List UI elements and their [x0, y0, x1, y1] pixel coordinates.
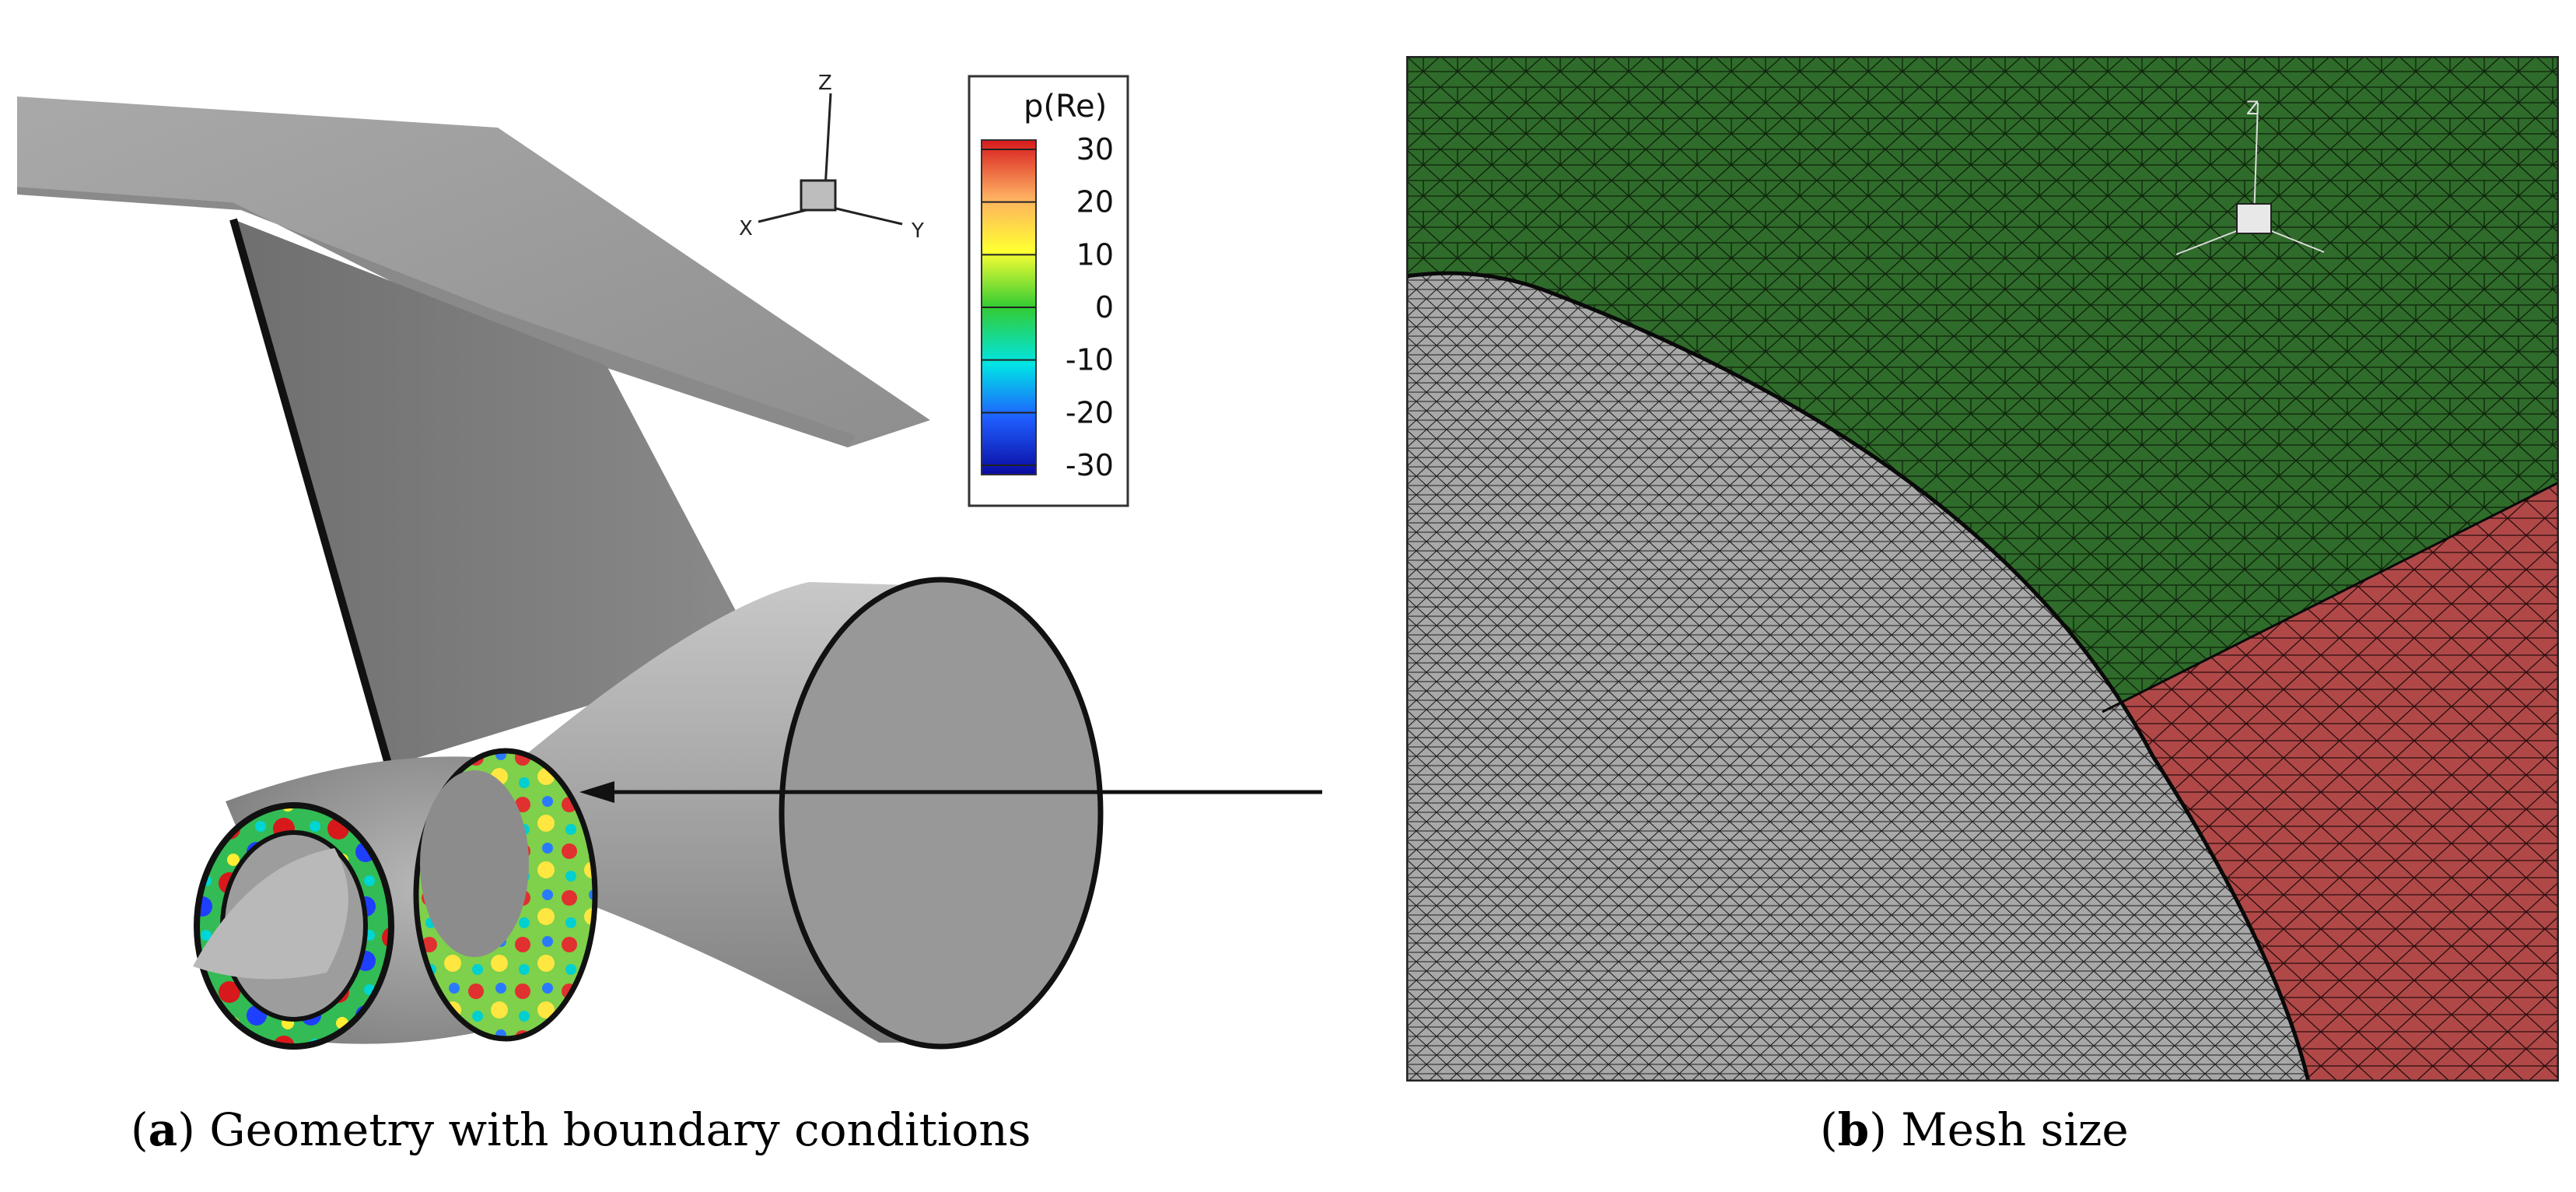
- mesh-axis-label-z: Z: [2246, 97, 2259, 119]
- legend-tick-label: 10: [1076, 237, 1114, 272]
- caption-a-letter: a: [148, 1103, 178, 1156]
- mesh-surface-region: [1406, 271, 2311, 1082]
- caption-b: (b) Mesh size: [1820, 1103, 2129, 1156]
- pressure-legend: p(Re) 30 20 10 0 -10 -20 -30: [968, 75, 1129, 507]
- pylon-leading-edge: [229, 218, 393, 768]
- inlet-hole: [420, 770, 529, 957]
- legend-tick-label: 20: [1076, 185, 1114, 219]
- axis-label-x: X: [739, 217, 753, 240]
- caption-b-text: Mesh size: [1886, 1103, 2129, 1156]
- mesh-panel: Z: [1406, 56, 2559, 1082]
- legend-tick-label: -20: [1066, 395, 1114, 429]
- legend-title: p(Re): [1024, 89, 1107, 124]
- legend-tick-label: 0: [1095, 290, 1114, 324]
- caption-a-text: Geometry with boundary conditions: [194, 1103, 1031, 1156]
- axis-label-y: Y: [911, 219, 924, 243]
- caption-a: (a) Geometry with boundary conditions: [131, 1103, 1031, 1156]
- legend-tick-label: 30: [1076, 132, 1114, 167]
- arrow-head: [579, 781, 614, 803]
- geometry-panel: Z X Y p(Re) 30 20 10 0 -10 -20 -30: [17, 72, 1322, 1050]
- caption-b-letter: b: [1837, 1103, 1870, 1156]
- nozzle-exit: [779, 577, 1104, 1050]
- pylon: [233, 219, 758, 766]
- axis-label-z: Z: [818, 72, 832, 95]
- axis-triad: Z X Y: [739, 72, 924, 243]
- legend-tick-label: -10: [1066, 343, 1114, 377]
- wing-underside: [17, 187, 856, 447]
- legend-tick-label: -30: [1066, 448, 1114, 482]
- mesh-axis-triad: Z: [2175, 97, 2325, 255]
- mesh-region-edge: [2102, 481, 2559, 713]
- mesh-pylon-region: [2102, 482, 2559, 1082]
- mesh-frame: [1406, 56, 2559, 1082]
- spinner-cone: [193, 848, 348, 980]
- wing-surface: [17, 96, 930, 447]
